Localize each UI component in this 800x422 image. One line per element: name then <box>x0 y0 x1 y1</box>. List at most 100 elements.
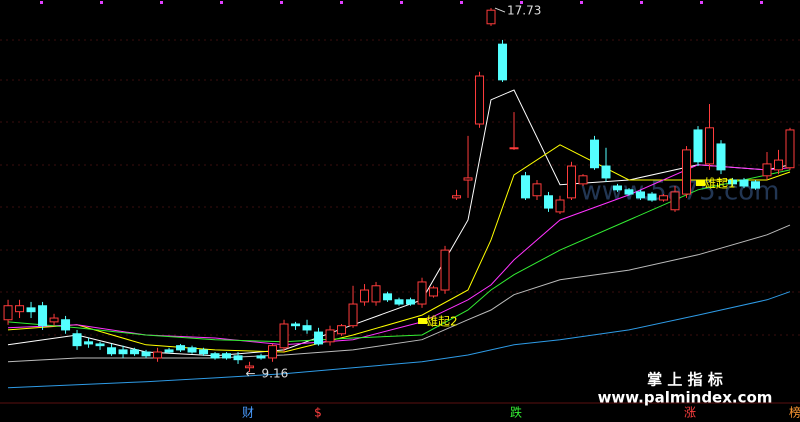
candle-body <box>532 183 542 197</box>
candle-body <box>210 353 220 359</box>
candle-body <box>750 181 760 189</box>
candle-body <box>360 289 370 303</box>
candle-body <box>509 147 519 150</box>
ma-line <box>7 291 791 389</box>
candle-body <box>762 163 772 177</box>
candle-body <box>118 349 128 355</box>
candle-body <box>256 355 266 359</box>
candle-body <box>693 129 703 163</box>
brand-title: 掌 上 指 标 <box>647 371 723 389</box>
footer-tab[interactable]: 榜 <box>789 405 800 420</box>
candle-body <box>578 175 588 185</box>
candle-body <box>590 139 600 169</box>
candle-body <box>371 285 381 303</box>
candle-body <box>61 319 71 331</box>
candle-body <box>659 195 669 201</box>
candle-body <box>26 307 36 313</box>
candle-body <box>463 177 473 181</box>
high-label: 17.73 <box>507 4 541 18</box>
dot <box>220 1 223 4</box>
dot <box>340 1 343 4</box>
candle-body <box>670 191 680 211</box>
dot <box>280 1 283 4</box>
candle-body <box>773 159 783 171</box>
candle-body <box>785 129 795 169</box>
candle-body <box>325 329 335 343</box>
candle-body <box>429 287 439 297</box>
arrow <box>494 7 506 13</box>
candle-body <box>521 175 531 199</box>
dot <box>100 1 103 4</box>
candle-body <box>72 333 82 347</box>
ma-line <box>7 144 791 353</box>
candle-body <box>417 281 427 305</box>
dot <box>460 1 463 4</box>
footer-tab[interactable]: 财 <box>242 406 254 420</box>
candle-body <box>613 185 623 191</box>
candle-body <box>164 349 174 353</box>
arrow: ← <box>246 366 256 380</box>
candle-body <box>84 341 94 345</box>
dot <box>760 1 763 4</box>
candle-body <box>716 143 726 171</box>
signal-label: 雄起1 <box>704 176 736 191</box>
candle-body <box>199 349 209 355</box>
candle-body <box>739 179 749 187</box>
candle-body <box>601 165 611 179</box>
candle-body <box>440 249 450 291</box>
candle-body <box>153 351 163 359</box>
candle-body <box>555 199 565 213</box>
candle-body <box>95 343 105 347</box>
ma-line <box>7 89 791 357</box>
dot <box>40 1 43 4</box>
dot <box>580 1 583 4</box>
dot <box>640 1 643 4</box>
candle-body <box>647 193 657 201</box>
candle-body <box>383 293 393 301</box>
candle-body <box>705 127 715 165</box>
candle-body <box>314 331 324 345</box>
candle-body <box>15 305 25 313</box>
candle-body <box>291 323 301 327</box>
candle-body <box>475 75 485 125</box>
footer-tabs: 财 $ 跌 涨 榜 <box>242 405 800 420</box>
candle-body <box>727 179 737 185</box>
candle-body <box>452 195 462 199</box>
dot <box>160 1 163 4</box>
brand-url: www.palmindex.com <box>598 389 773 407</box>
candle-body <box>233 355 243 361</box>
footer-tab[interactable]: 涨 <box>684 405 696 420</box>
dot <box>400 1 403 4</box>
footer-tab[interactable]: $ <box>314 406 322 420</box>
ma-line <box>7 164 791 346</box>
ma-line <box>7 224 791 363</box>
candle-body <box>107 347 117 355</box>
candle-body <box>498 43 508 81</box>
candle-body <box>682 149 692 195</box>
candle-body <box>486 9 496 25</box>
candle-body <box>49 317 59 323</box>
candle-body <box>187 347 197 353</box>
candle-body <box>337 325 347 335</box>
candle-body <box>544 195 554 209</box>
candle-body <box>624 189 634 195</box>
candle-body <box>302 325 312 331</box>
candle-body <box>176 345 186 351</box>
candle-body <box>394 299 404 305</box>
signal-flag <box>418 318 427 324</box>
signal-label: 雄起2 <box>426 314 458 329</box>
candle-body <box>279 323 289 349</box>
candle-body <box>348 303 358 327</box>
candle-body <box>222 353 232 359</box>
candle-body <box>38 305 48 327</box>
plot: 17.73 ← 9.16 雄起2 雄起1 <box>3 4 795 389</box>
top-dots <box>40 1 763 4</box>
grid <box>0 39 800 404</box>
candle-body <box>567 165 577 199</box>
dot <box>520 1 523 4</box>
signal-flag <box>696 180 705 186</box>
footer-tab[interactable]: 跌 <box>510 405 522 420</box>
candle-body <box>141 351 151 357</box>
